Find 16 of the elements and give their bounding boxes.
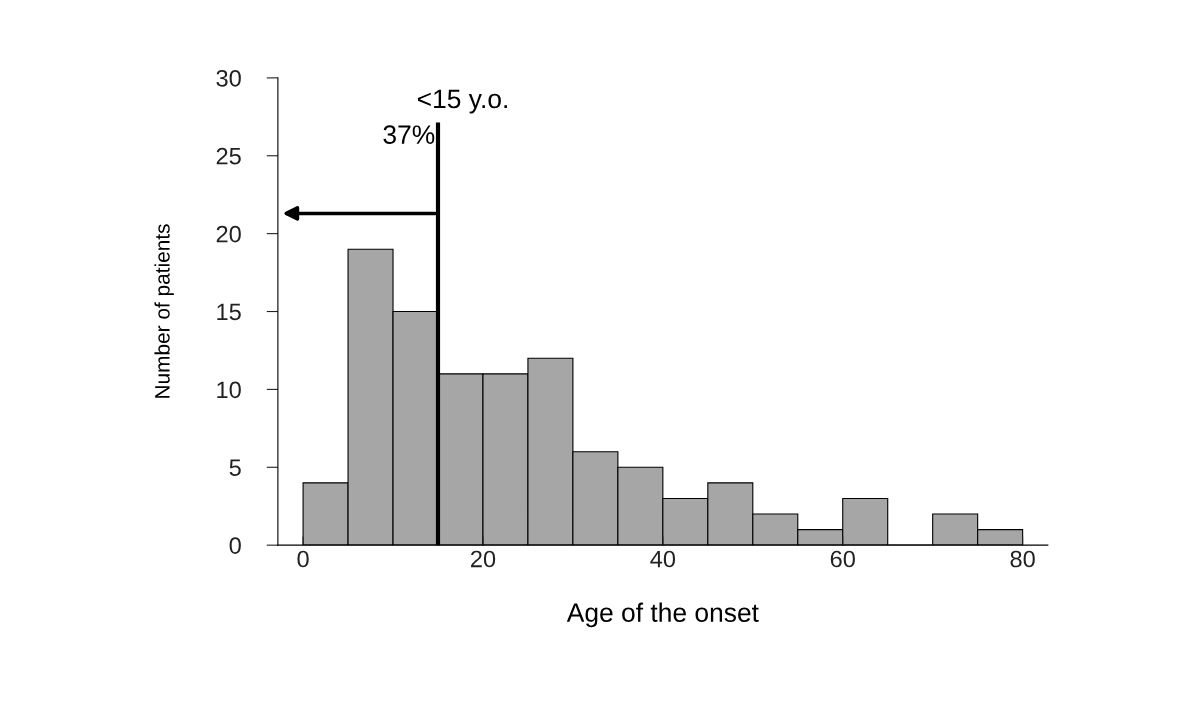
- y-tick-label: 10: [217, 381, 241, 399]
- y-tick-label: 20: [216, 225, 241, 243]
- x-tick-label: 40: [650, 550, 676, 568]
- y-tick-label: 30: [216, 69, 241, 87]
- y-tick-label: 5: [229, 459, 241, 477]
- y-tick-label: 15: [217, 303, 241, 321]
- x-tick-label: 60: [830, 550, 855, 568]
- x-tick-label: 0: [297, 550, 309, 568]
- y-tick-label: 25: [216, 147, 241, 165]
- x-axis-title: Age of the onset: [566, 602, 759, 628]
- x-tick-label: 20: [471, 550, 496, 568]
- annotation: <15 y.o.: [417, 89, 507, 114]
- y-tick-label: 0: [229, 537, 241, 554]
- y-axis-title: Number of patients: [154, 224, 174, 398]
- x-tick-label: 80: [1010, 550, 1035, 568]
- annotation: 37%: [383, 125, 435, 144]
